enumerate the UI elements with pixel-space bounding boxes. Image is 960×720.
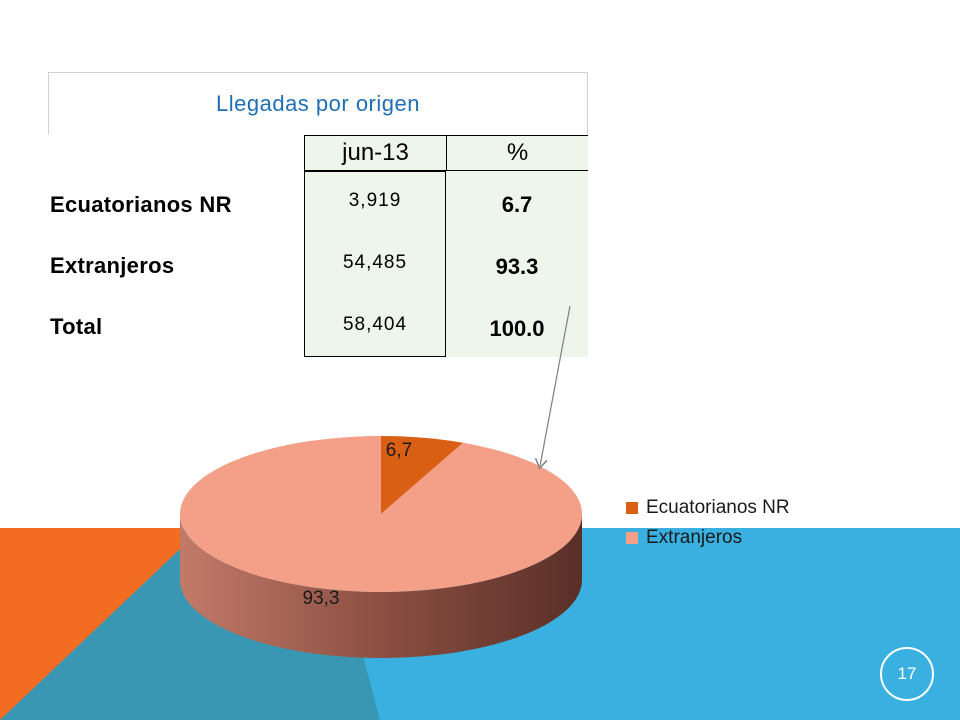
table-title: Llegadas por origen <box>216 90 420 116</box>
pointer-arrow <box>540 305 571 466</box>
pie-side-wall <box>180 514 582 658</box>
header-month-cell: jun-13 <box>304 135 446 171</box>
values-column <box>304 171 446 357</box>
pie-data-label-ecuatorianos: 6,7 <box>386 440 412 461</box>
cell-value-extranjeros: 54,485 <box>342 252 408 273</box>
row-label-total: Total <box>50 314 103 339</box>
legend-label-extranjeros: Extranjeros <box>646 527 743 548</box>
header-pct-cell: % <box>446 135 588 171</box>
page-number: 17 <box>897 664 917 683</box>
pie-slice-extranjeros <box>179 436 582 593</box>
page-number-badge: 17 <box>880 647 934 701</box>
pie-slice-ecuatorianos <box>381 436 464 514</box>
legend-swatch-extranjeros <box>626 532 638 544</box>
cell-value-ecuatorianos: 3,919 <box>348 190 402 211</box>
cell-value-total: 58,404 <box>342 314 408 335</box>
table-title-box: Llegadas por origen <box>48 72 588 134</box>
cell-pct-extranjeros: 93.3 <box>495 254 539 279</box>
cell-pct-total: 100.0 <box>489 316 545 341</box>
legend-swatch-ecuatorianos <box>626 502 638 514</box>
cell-pct-ecuatorianos: 6.7 <box>501 192 533 217</box>
legend-item-ecuatorianos: Ecuatorianos NR <box>626 493 790 523</box>
header-pct: % <box>506 139 529 166</box>
row-label-extranjeros: Extranjeros <box>50 253 175 278</box>
chart-legend: Ecuatorianos NR Extranjeros <box>626 493 790 553</box>
pie-slices: 6,7 93,3 <box>179 436 582 658</box>
legend-item-extranjeros: Extranjeros <box>626 523 790 553</box>
header-month: jun-13 <box>342 139 409 166</box>
row-label-ecuatorianos: Ecuatorianos NR <box>50 192 232 217</box>
pct-column <box>446 171 588 357</box>
pie-data-label-extranjeros: 93,3 <box>303 588 340 609</box>
legend-label-ecuatorianos: Ecuatorianos NR <box>646 497 790 518</box>
